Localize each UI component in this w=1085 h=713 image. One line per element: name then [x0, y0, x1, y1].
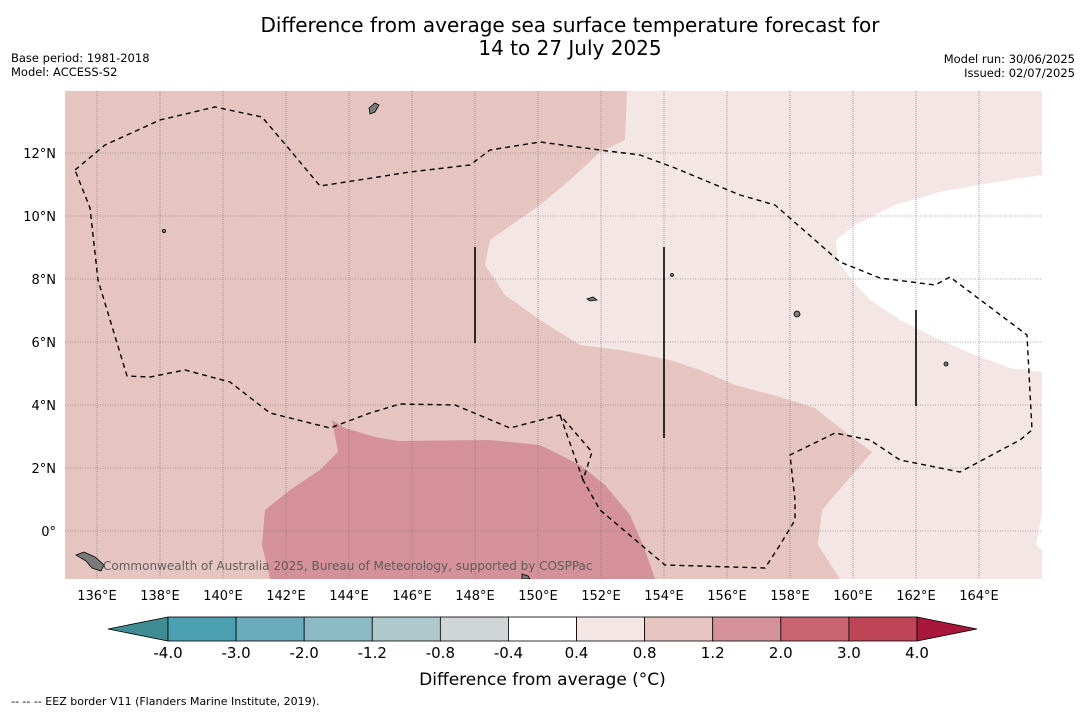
colorbar: -4.0 -3.0 -2.0 -1.2 -0.8 -0.4 0.4 0.8 1.2 2.0 3.0 4…: [107, 616, 978, 662]
model-run: Model run: 30/06/2025: [943, 52, 1075, 66]
lat-gridlines: [65, 152, 1042, 532]
colorbar-tick-label: 4.0: [905, 644, 929, 662]
lon-tick-label: 148°E: [455, 589, 495, 604]
colorbar-title: Difference from average (°C): [419, 670, 666, 690]
meta-right: Model run: 30/06/2025 Issued: 02/07/2025: [944, 52, 1075, 80]
lon-tick-label: 154°E: [644, 589, 684, 604]
anomaly-region-1.2-2.0: [262, 420, 655, 579]
lon-tick-label: 164°E: [959, 589, 999, 604]
lon-tick-label: 138°E: [140, 589, 180, 604]
title-line-1: Difference from average sea surface temp…: [260, 13, 880, 37]
anomaly-region-near-zero-2: [1036, 515, 1042, 550]
colorbar-under-arrow: [107, 616, 169, 642]
lon-tick-label: 136°E: [77, 589, 117, 604]
map-title: Difference from average sea surface temp…: [0, 14, 1085, 60]
anomaly-region-near-zero: [836, 175, 1042, 372]
lat-tick-label: 2°N: [32, 462, 57, 477]
colorbar-tick-label: 1.2: [701, 644, 725, 662]
colorbar-segment: [439, 616, 509, 642]
lon-tick-label: 162°E: [896, 589, 936, 604]
colorbar-tick-label: -0.4: [494, 644, 523, 662]
lon-tick-label: 142°E: [266, 589, 306, 604]
lat-tick-label: 8°N: [32, 273, 57, 288]
colorbar-tick-label: -0.8: [426, 644, 455, 662]
colorbar-tick-label: -4.0: [153, 644, 182, 662]
colorbar-segment: [371, 616, 441, 642]
eez-footnote: -- -- -- EEZ border V11 (Flanders Marine…: [11, 695, 320, 708]
lat-tick-label: 6°N: [32, 336, 57, 351]
lon-tick-label: 140°E: [203, 589, 243, 604]
credit-text: Commonwealth of Australia 2025, Bureau o…: [103, 559, 593, 573]
colorbar-tick-label: 0.8: [633, 644, 657, 662]
colorbar-over-arrow: [916, 616, 978, 642]
colorbar-tick-label: 2.0: [769, 644, 793, 662]
lon-tick-label: 160°E: [833, 589, 873, 604]
lon-tick-label: 146°E: [392, 589, 432, 604]
colorbar-tick-label: -2.0: [290, 644, 319, 662]
colorbar-segment: [576, 616, 646, 642]
colorbar-segment: [508, 616, 577, 642]
colorbar-segment: [235, 616, 305, 642]
meta-left: Base period: 1981-2018 Model: ACCESS-S2: [11, 51, 150, 79]
title-line-2: 14 to 27 July 2025: [478, 36, 662, 60]
map-area: [65, 91, 1042, 579]
colorbar-segment: [303, 616, 373, 642]
lon-tick-label: 144°E: [329, 589, 369, 604]
issued-date: Issued: 02/07/2025: [964, 66, 1075, 80]
lat-tick-label: 10°N: [23, 210, 56, 225]
lon-tick-label: 150°E: [518, 589, 558, 604]
colorbar-tick-label: -1.2: [358, 644, 387, 662]
marker-lines: [474, 247, 917, 438]
lon-tick-label: 158°E: [770, 589, 810, 604]
colorbar-segment: [848, 616, 918, 642]
lon-tick-labels: 136°E 138°E 140°E 142°E 144°E 146°E 148°E 150°E…: [77, 589, 999, 604]
lat-tick-label: 4°N: [32, 399, 57, 414]
colorbar-segment: [780, 616, 850, 642]
colorbar-segment: [644, 616, 714, 642]
lon-tick-label: 152°E: [581, 589, 621, 604]
lat-tick-label: 0°: [41, 525, 56, 540]
lat-tick-label: 12°N: [23, 147, 56, 162]
islands: [75, 102, 949, 579]
eez-borders: [74, 106, 1033, 569]
lon-tick-label: 156°E: [707, 589, 747, 604]
base-period: Base period: 1981-2018: [11, 51, 150, 65]
colorbar-tick-label: 0.4: [565, 644, 589, 662]
colorbar-segment: [167, 616, 237, 642]
colorbar-tick-label: 3.0: [837, 644, 861, 662]
colorbar-tick-label: -3.0: [221, 644, 250, 662]
lat-tick-labels: 12°N 10°N 8°N 6°N 4°N 2°N 0°: [23, 147, 56, 540]
model-name: Model: ACCESS-S2: [11, 65, 118, 79]
colorbar-segment: [712, 616, 782, 642]
